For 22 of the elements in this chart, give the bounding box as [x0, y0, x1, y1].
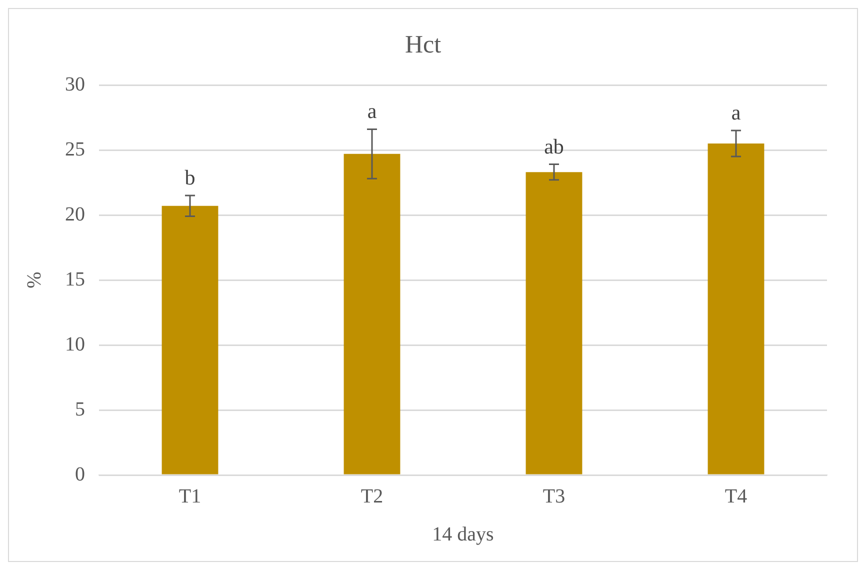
annotation: ab [544, 134, 564, 158]
bar [708, 144, 764, 474]
bar [526, 172, 582, 474]
y-tick-label: 5 [75, 398, 85, 420]
x-tick-label: T2 [360, 485, 384, 508]
chart-title: Hct [404, 32, 442, 59]
y-tick-label: 0 [75, 463, 85, 486]
y-tick-label: 25 [65, 138, 85, 160]
y-tick-label: 20 [65, 203, 85, 226]
annotation: a [367, 99, 378, 124]
x-tick-label: T3 [542, 485, 566, 508]
x-axis-title: 14 days [432, 523, 494, 546]
x-tick-label: T4 [724, 485, 748, 508]
bar [344, 154, 400, 474]
y-axis-title: % [23, 272, 46, 288]
y-tick-label: 10 [65, 333, 85, 356]
y-tick-label: 15 [65, 268, 85, 290]
y-tick-label: 30 [65, 73, 85, 96]
annotation: a [731, 100, 742, 125]
bar [162, 206, 218, 474]
annotation: b [184, 166, 196, 190]
x-tick-label: T1 [178, 485, 202, 508]
